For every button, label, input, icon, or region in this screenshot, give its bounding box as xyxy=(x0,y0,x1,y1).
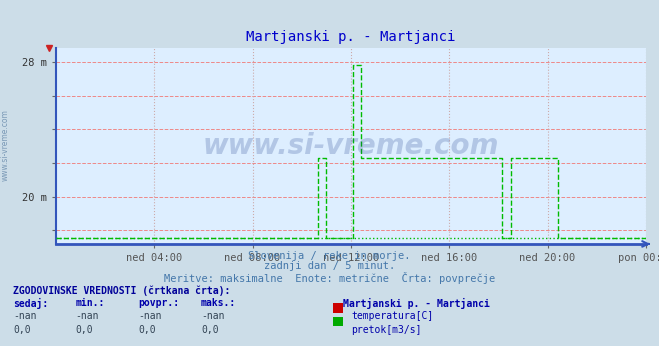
Text: -nan: -nan xyxy=(76,311,100,321)
Text: 0,0: 0,0 xyxy=(201,325,219,335)
Text: sedaj:: sedaj: xyxy=(13,298,48,309)
Text: zadnji dan / 5 minut.: zadnji dan / 5 minut. xyxy=(264,261,395,271)
Text: temperatura[C]: temperatura[C] xyxy=(351,311,434,321)
Text: pretok[m3/s]: pretok[m3/s] xyxy=(351,325,422,335)
Text: www.si-vreme.com: www.si-vreme.com xyxy=(1,109,10,181)
Text: Slovenija / reke in morje.: Slovenija / reke in morje. xyxy=(248,251,411,261)
Text: maks.:: maks.: xyxy=(201,298,236,308)
Text: ZGODOVINSKE VREDNOSTI (črtkana črta):: ZGODOVINSKE VREDNOSTI (črtkana črta): xyxy=(13,285,231,296)
Text: 0,0: 0,0 xyxy=(138,325,156,335)
Text: 0,0: 0,0 xyxy=(13,325,31,335)
Text: Martjanski p. - Martjanci: Martjanski p. - Martjanci xyxy=(343,298,490,309)
Text: -nan: -nan xyxy=(138,311,162,321)
Text: 0,0: 0,0 xyxy=(76,325,94,335)
Text: min.:: min.: xyxy=(76,298,105,308)
Text: -nan: -nan xyxy=(13,311,37,321)
Text: Meritve: maksimalne  Enote: metrične  Črta: povprečje: Meritve: maksimalne Enote: metrične Črta… xyxy=(164,272,495,284)
Title: Martjanski p. - Martjanci: Martjanski p. - Martjanci xyxy=(246,30,455,45)
Text: www.si-vreme.com: www.si-vreme.com xyxy=(203,132,499,160)
Text: povpr.:: povpr.: xyxy=(138,298,179,308)
Text: -nan: -nan xyxy=(201,311,225,321)
